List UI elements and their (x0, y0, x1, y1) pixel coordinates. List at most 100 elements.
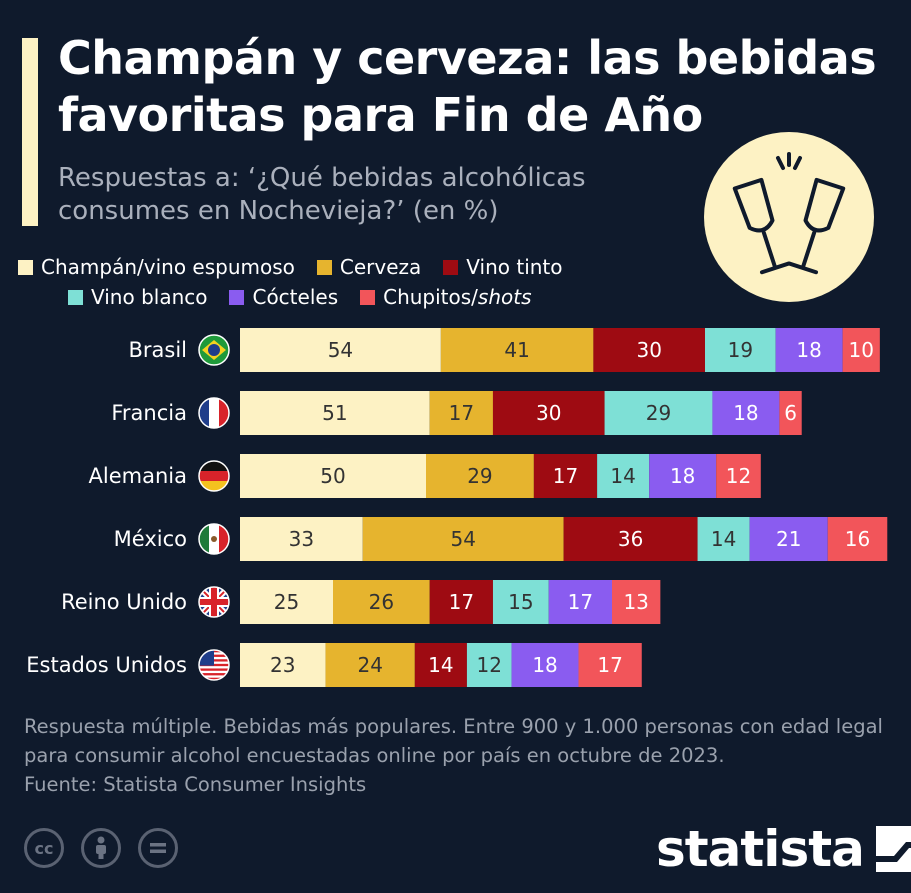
bar-segment (827, 517, 888, 561)
bar-row: Reino Unido 25 26 17 15 17 13 (61, 580, 661, 624)
license-icons: cc (24, 828, 195, 868)
bar-value-label: 10 (849, 338, 874, 362)
statista-logo-icon (875, 826, 911, 872)
bar-segment (429, 391, 493, 435)
bar-value-label: 26 (369, 590, 394, 614)
bar-value-label: 18 (733, 401, 758, 425)
bar-segment (597, 454, 650, 498)
bar-value-label: 19 (728, 338, 753, 362)
chart-subtitle: Respuestas a: ‘¿Qué bebidas alcohólicas … (58, 163, 586, 226)
bar-segment (492, 580, 549, 624)
bar-segment (716, 454, 761, 498)
bar-value-label: 50 (320, 464, 345, 488)
flag-france-icon (198, 397, 230, 429)
legend-swatch (360, 289, 376, 305)
bar-segment (842, 328, 880, 372)
bar-segment (325, 643, 415, 687)
bar-segment (511, 643, 579, 687)
legend-label: Cerveza (339, 255, 422, 279)
chart-legend: Champán/vino espumoso Cerveza Vino tinto… (18, 252, 718, 312)
bar-segment (649, 454, 717, 498)
bar-segment (240, 391, 430, 435)
statista-logo-text: statista (656, 820, 865, 878)
bar-segment (240, 328, 441, 372)
legend-swatch (68, 289, 83, 305)
category-label: Brasil (128, 338, 187, 362)
legend-label: Cócteles (252, 285, 339, 309)
legend-row: Vino blanco Cócteles Chupitos/shots (18, 282, 718, 312)
category-label: Alemania (89, 464, 187, 488)
bar-value-label: 13 (623, 590, 648, 614)
legend-swatch (18, 259, 33, 275)
bar-segment (414, 643, 467, 687)
bar-value-label: 54 (328, 338, 353, 362)
bar-value-label: 25 (274, 590, 299, 614)
flag-uk-icon (198, 586, 230, 618)
legend-item: Cerveza (316, 255, 422, 279)
bar-segment (466, 643, 512, 687)
bar-value-label: 14 (610, 464, 635, 488)
legend-label-italic: shots (477, 285, 532, 309)
bar-segment (240, 454, 426, 498)
no-derivatives-icon[interactable] (138, 828, 178, 868)
bar-value-label: 30 (536, 401, 561, 425)
creative-commons-icon[interactable]: cc (24, 828, 64, 868)
category-label: Francia (111, 401, 187, 425)
legend-label: Vino blanco (91, 285, 208, 309)
legend-label: Vino tinto (466, 255, 563, 279)
footnote: Respuesta múltiple. Bebidas más populare… (24, 712, 894, 799)
bar-segment (533, 454, 598, 498)
footnote-source: Fuente: Statista Consumer Insights (24, 773, 367, 796)
statista-logo[interactable]: statista (656, 820, 911, 878)
flag-usa-icon (198, 649, 230, 681)
flag-mexico-icon (198, 523, 230, 555)
bar-value-label: 18 (532, 653, 557, 677)
legend-item: Chupitos/shots (360, 285, 532, 309)
bar-segment (240, 643, 326, 687)
bar-value-label: 36 (618, 527, 643, 551)
bar-value-label: 54 (450, 527, 475, 551)
bar-row: Francia 51 17 30 29 18 6 (111, 391, 802, 435)
bar-value-label: 17 (449, 401, 474, 425)
bar-value-label: 23 (270, 653, 295, 677)
legend-swatch (229, 289, 245, 305)
category-label: México (114, 527, 187, 551)
bar-segment (426, 454, 534, 498)
bar-segment (333, 580, 430, 624)
bar-value-label: 16 (845, 527, 870, 551)
bar-value-label: 17 (553, 464, 578, 488)
bar-value-label: 29 (646, 401, 671, 425)
bar-value-label: 14 (711, 527, 736, 551)
bar-segment (705, 328, 776, 372)
bar-value-label: 17 (597, 653, 622, 677)
chart-title: Champán y cerveza: las bebidas favoritas… (58, 31, 877, 142)
bar-segment (563, 517, 698, 561)
bar-row: México 33 54 36 14 21 16 (114, 517, 888, 561)
bar-value-label: 24 (357, 653, 382, 677)
bar-segment (429, 580, 493, 624)
legend-item: Vino blanco (68, 285, 207, 309)
bar-value-label: 18 (670, 464, 695, 488)
legend-label-plain: Chupitos/ (383, 285, 478, 309)
bar-segment (362, 517, 564, 561)
bar-value-label: 21 (776, 527, 801, 551)
legend-item: Cócteles (229, 285, 338, 309)
bar-segment (593, 328, 705, 372)
bar-segment (697, 517, 750, 561)
footnote-note: Respuesta múltiple. Bebidas más populare… (24, 715, 883, 767)
category-label: Estados Unidos (26, 653, 187, 677)
bar-segment (578, 643, 642, 687)
bar-segment (712, 391, 780, 435)
legend-item: Vino tinto (443, 255, 563, 279)
flag-germany-icon (198, 460, 230, 492)
bar-value-label: 14 (428, 653, 453, 677)
bar-row: Estados Unidos 23 24 14 12 18 17 (26, 643, 642, 687)
bar-segment (749, 517, 828, 561)
attribution-icon[interactable] (81, 828, 121, 868)
bar-value-label: 30 (636, 338, 661, 362)
category-label: Reino Unido (61, 590, 187, 614)
flag-brazil-icon (198, 334, 230, 366)
bar-value-label: 15 (508, 590, 533, 614)
bar-segment (548, 580, 612, 624)
bar-value-label: 29 (467, 464, 492, 488)
